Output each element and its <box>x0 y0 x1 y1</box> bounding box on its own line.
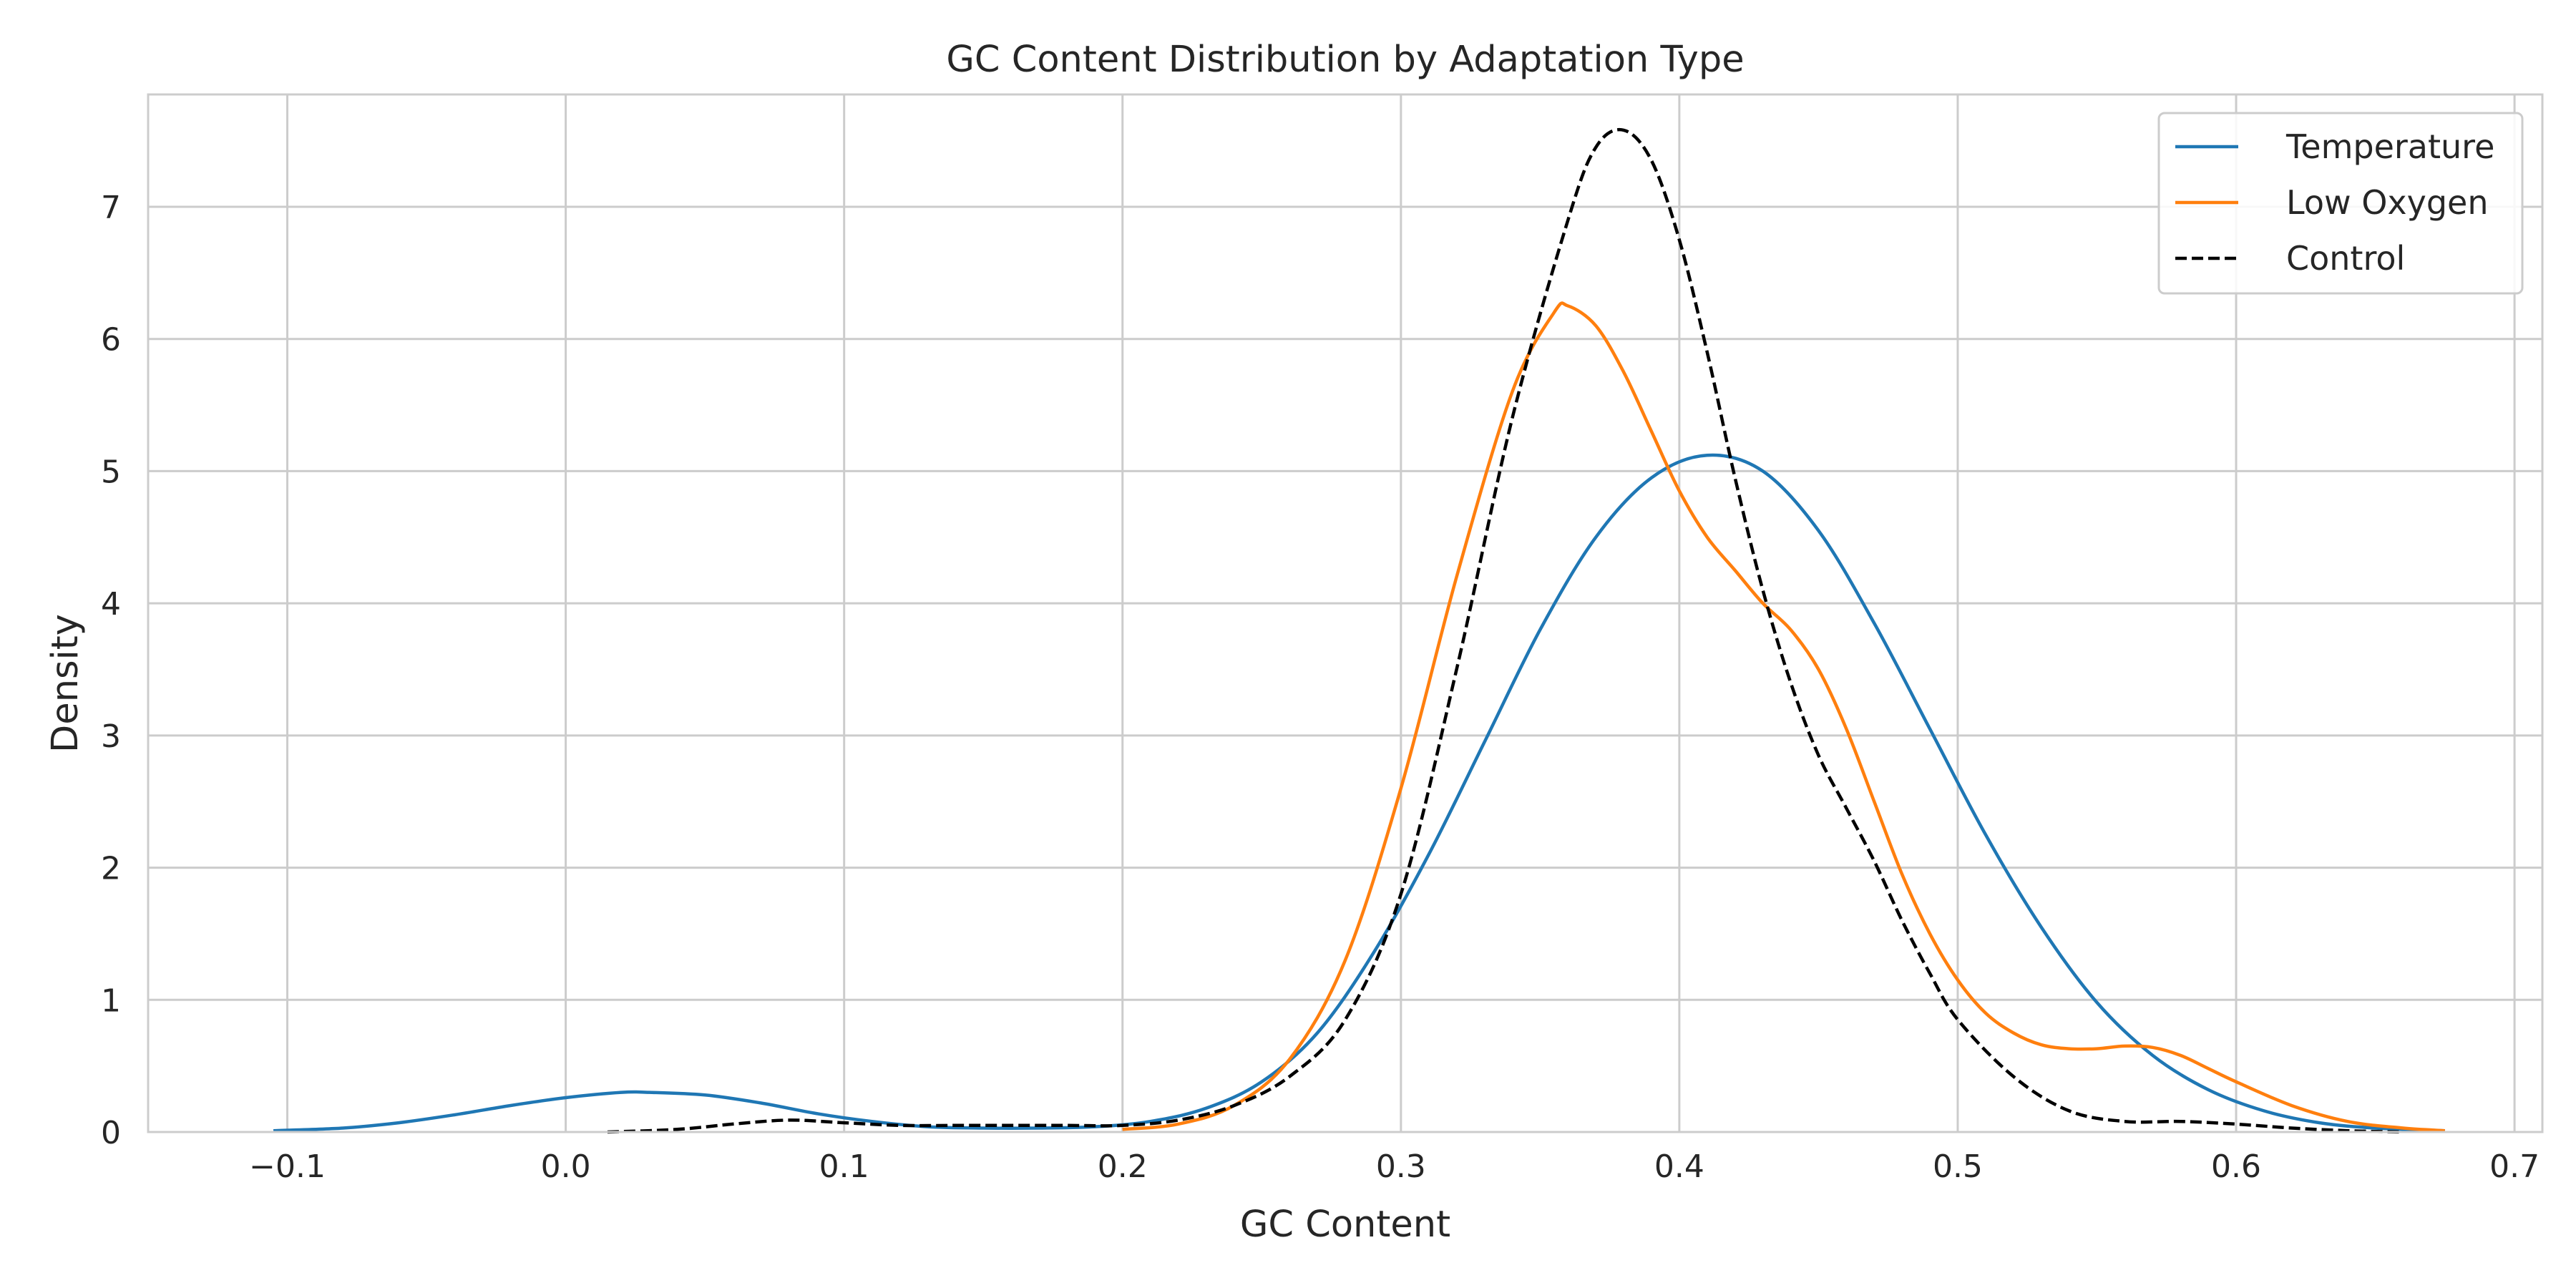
y-tick-label: 1 <box>101 982 121 1019</box>
x-tick-label: 0.0 <box>541 1148 591 1185</box>
x-axis-label: GC Content <box>1240 1204 1450 1246</box>
chart-title: GC Content Distribution by Adaptation Ty… <box>946 39 1744 81</box>
x-tick-label: 0.3 <box>1376 1148 1426 1185</box>
series-line-temperature <box>273 453 2445 1133</box>
y-tick-label: 4 <box>101 586 121 623</box>
x-tick-label: 0.7 <box>2489 1148 2540 1185</box>
x-tick-label: −0.1 <box>249 1148 326 1185</box>
x-tick-label: 0.1 <box>819 1148 869 1185</box>
y-tick-label: 2 <box>101 851 121 887</box>
series-line-control <box>607 127 2404 1134</box>
legend-label-low-oxygen: Low Oxygen <box>2286 183 2489 222</box>
x-tick-label: 0.2 <box>1098 1148 1148 1185</box>
y-tick-label: 7 <box>101 190 121 226</box>
legend-box <box>2157 112 2524 295</box>
legend-label-control: Control <box>2286 239 2405 278</box>
series-line-low-oxygen <box>1122 301 2445 1133</box>
x-tick-label: 0.4 <box>1654 1148 1704 1185</box>
legend: Temperature Low Oxygen Control <box>2157 112 2524 295</box>
x-tick-label: 0.6 <box>2211 1148 2261 1185</box>
legend-label-temperature: Temperature <box>2285 127 2494 166</box>
x-axis-ticks: −0.1 0.0 0.1 0.2 0.3 0.4 0.5 0.6 0.7 <box>249 1148 2540 1185</box>
y-tick-label: 6 <box>101 322 121 358</box>
x-tick-label: 0.5 <box>1933 1148 1983 1185</box>
y-tick-label: 5 <box>101 454 121 490</box>
plot-frame <box>147 93 2544 1133</box>
series-layer <box>273 127 2445 1134</box>
y-tick-label: 0 <box>101 1115 121 1151</box>
y-tick-label: 3 <box>101 718 121 755</box>
y-axis-ticks: 0 1 2 3 4 5 6 7 <box>101 190 121 1151</box>
y-axis-label: Density <box>44 614 87 753</box>
